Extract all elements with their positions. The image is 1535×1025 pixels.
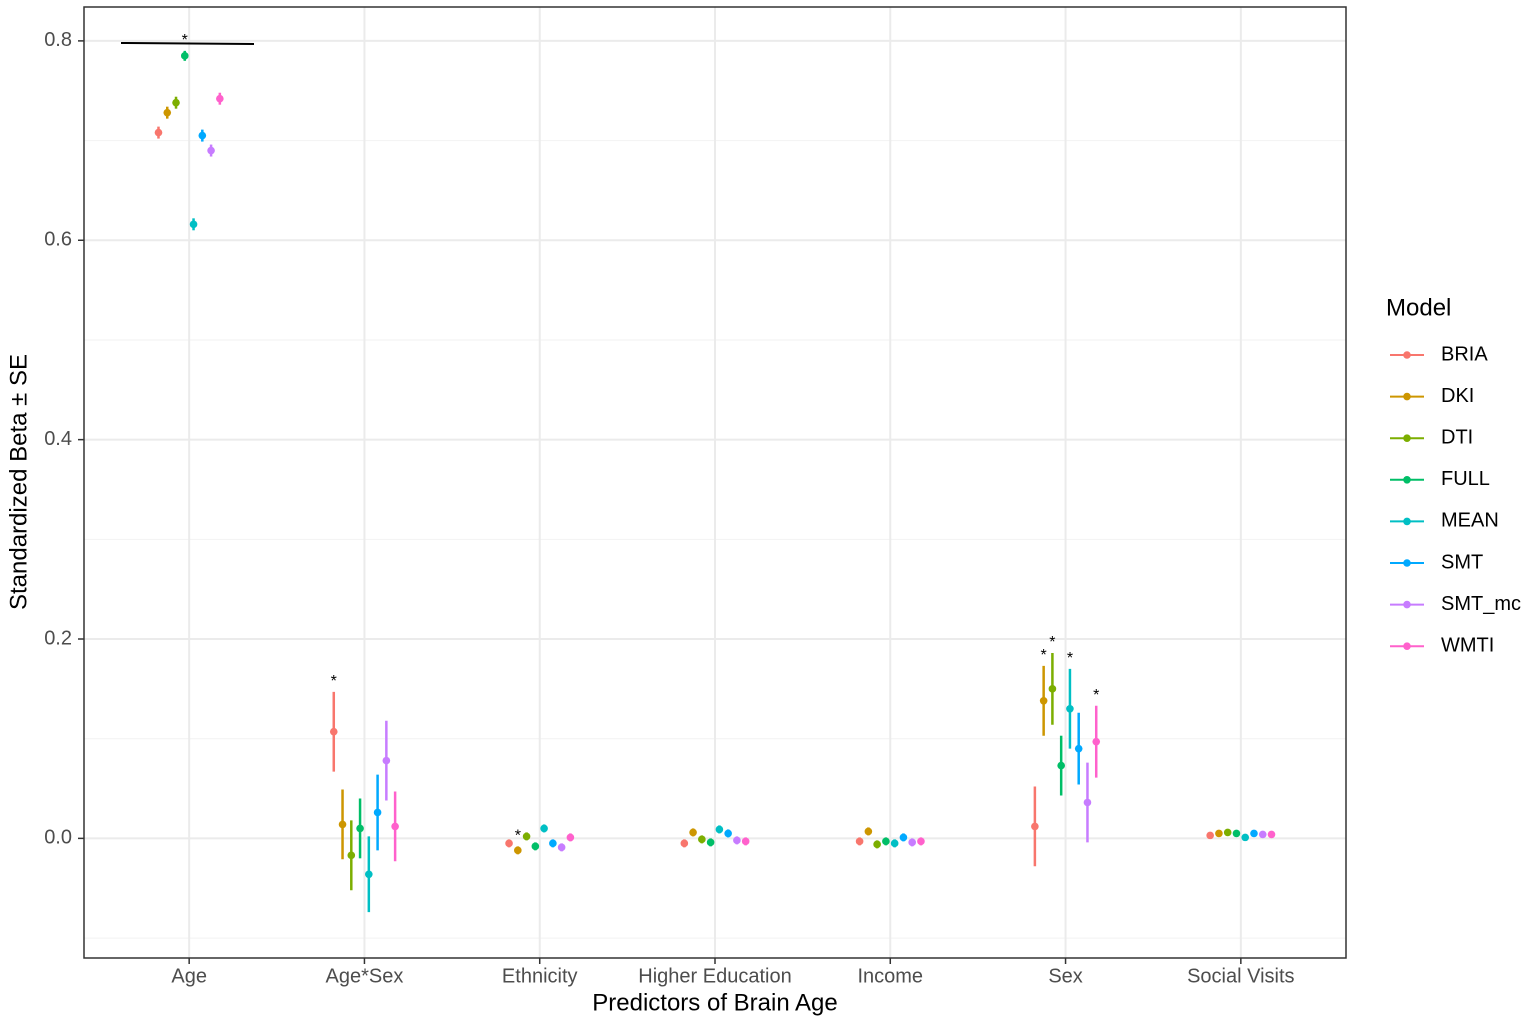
point: [698, 835, 706, 844]
legend-label: SMT_mc: [1441, 593, 1521, 615]
point: [890, 839, 899, 848]
marks: *******: [154, 32, 1276, 913]
point: [1250, 829, 1258, 838]
legend-point: [1403, 642, 1411, 650]
grid: [84, 7, 1346, 958]
point: [566, 833, 575, 842]
point: [207, 146, 215, 155]
legend-label: MEAN: [1441, 510, 1499, 532]
point: [163, 108, 172, 117]
x-tick-label: Age*Sex: [326, 965, 404, 987]
x-tick-label: Sex: [1048, 965, 1082, 987]
point: [1083, 798, 1092, 807]
point: [514, 846, 522, 855]
point: [557, 843, 566, 852]
y-tick-label: 0.6: [44, 229, 72, 251]
point: [741, 837, 750, 846]
x-tick-label: Social Visits: [1187, 965, 1294, 987]
point: [216, 94, 224, 103]
point: [733, 836, 741, 845]
point: [864, 827, 873, 836]
legend-title: Model: [1386, 294, 1451, 321]
point: [531, 842, 540, 851]
point: [180, 52, 189, 60]
point: [680, 839, 689, 848]
point: [1241, 833, 1250, 842]
point: [706, 838, 715, 847]
point: [1031, 822, 1039, 831]
point: [1258, 830, 1267, 839]
point: [382, 756, 391, 765]
legend-label: DKI: [1441, 385, 1474, 407]
point: [505, 839, 513, 848]
legend-label: SMT: [1441, 551, 1483, 573]
point: [724, 829, 732, 838]
point: [347, 851, 356, 860]
point: [1223, 828, 1232, 837]
legend-point: [1403, 559, 1411, 567]
significance-bracket: [120, 42, 255, 45]
point: [1232, 829, 1241, 838]
point: [882, 837, 890, 846]
point: [356, 824, 364, 833]
point: [873, 840, 881, 849]
point: [1066, 704, 1074, 713]
significance-marker: *: [1041, 647, 1047, 664]
legend-label: WMTI: [1441, 634, 1494, 656]
point: [1039, 697, 1048, 705]
y-axis-title: Standardized Beta ± SE: [5, 354, 32, 610]
significance-marker: *: [515, 828, 521, 845]
x-axis-title: Predictors of Brain Age: [592, 989, 837, 1016]
point: [1074, 744, 1083, 753]
x-tick-label: Income: [857, 965, 923, 987]
significance-marker: *: [1049, 634, 1055, 651]
point: [689, 828, 697, 837]
point: [338, 820, 347, 829]
y-tick-label: 0.8: [44, 29, 72, 51]
legend-point: [1403, 351, 1411, 359]
legend-point: [1403, 476, 1411, 484]
significance-marker: *: [182, 32, 188, 49]
y-tick-label: 0.0: [44, 827, 72, 849]
point: [549, 839, 557, 848]
point: [855, 837, 864, 846]
point: [365, 870, 373, 879]
point: [373, 808, 382, 817]
point: [1057, 761, 1065, 770]
significance-marker: *: [1093, 687, 1099, 704]
point: [1267, 830, 1276, 839]
x-tick-label: Age: [171, 965, 207, 987]
significance-marker: *: [1067, 650, 1073, 667]
legend-point: [1403, 392, 1411, 401]
point: [1092, 737, 1101, 746]
point: [154, 128, 163, 137]
point: [522, 832, 531, 841]
significance-marker: *: [331, 673, 337, 690]
y-tick-label: 0.2: [44, 627, 72, 649]
legend-label: FULL: [1441, 468, 1490, 490]
legend-point: [1403, 600, 1411, 609]
point: [1048, 685, 1057, 693]
legend-point: [1403, 517, 1411, 526]
point: [908, 838, 916, 847]
point: [540, 824, 548, 833]
legend-label: DTI: [1441, 426, 1473, 448]
point: [1206, 831, 1214, 840]
point: [715, 825, 724, 834]
x-tick-label: Higher Education: [638, 965, 791, 987]
x-tick-label: Ethnicity: [502, 965, 578, 987]
point: [917, 837, 925, 846]
legend-point: [1403, 434, 1411, 443]
point: [391, 822, 399, 831]
y-tick-label: 0.4: [44, 428, 72, 450]
point: [1215, 829, 1223, 838]
point: [172, 98, 180, 107]
point: [189, 220, 198, 229]
point: [198, 131, 207, 140]
point: [899, 833, 908, 842]
legend-label: BRIA: [1441, 343, 1488, 365]
point: [329, 727, 338, 736]
